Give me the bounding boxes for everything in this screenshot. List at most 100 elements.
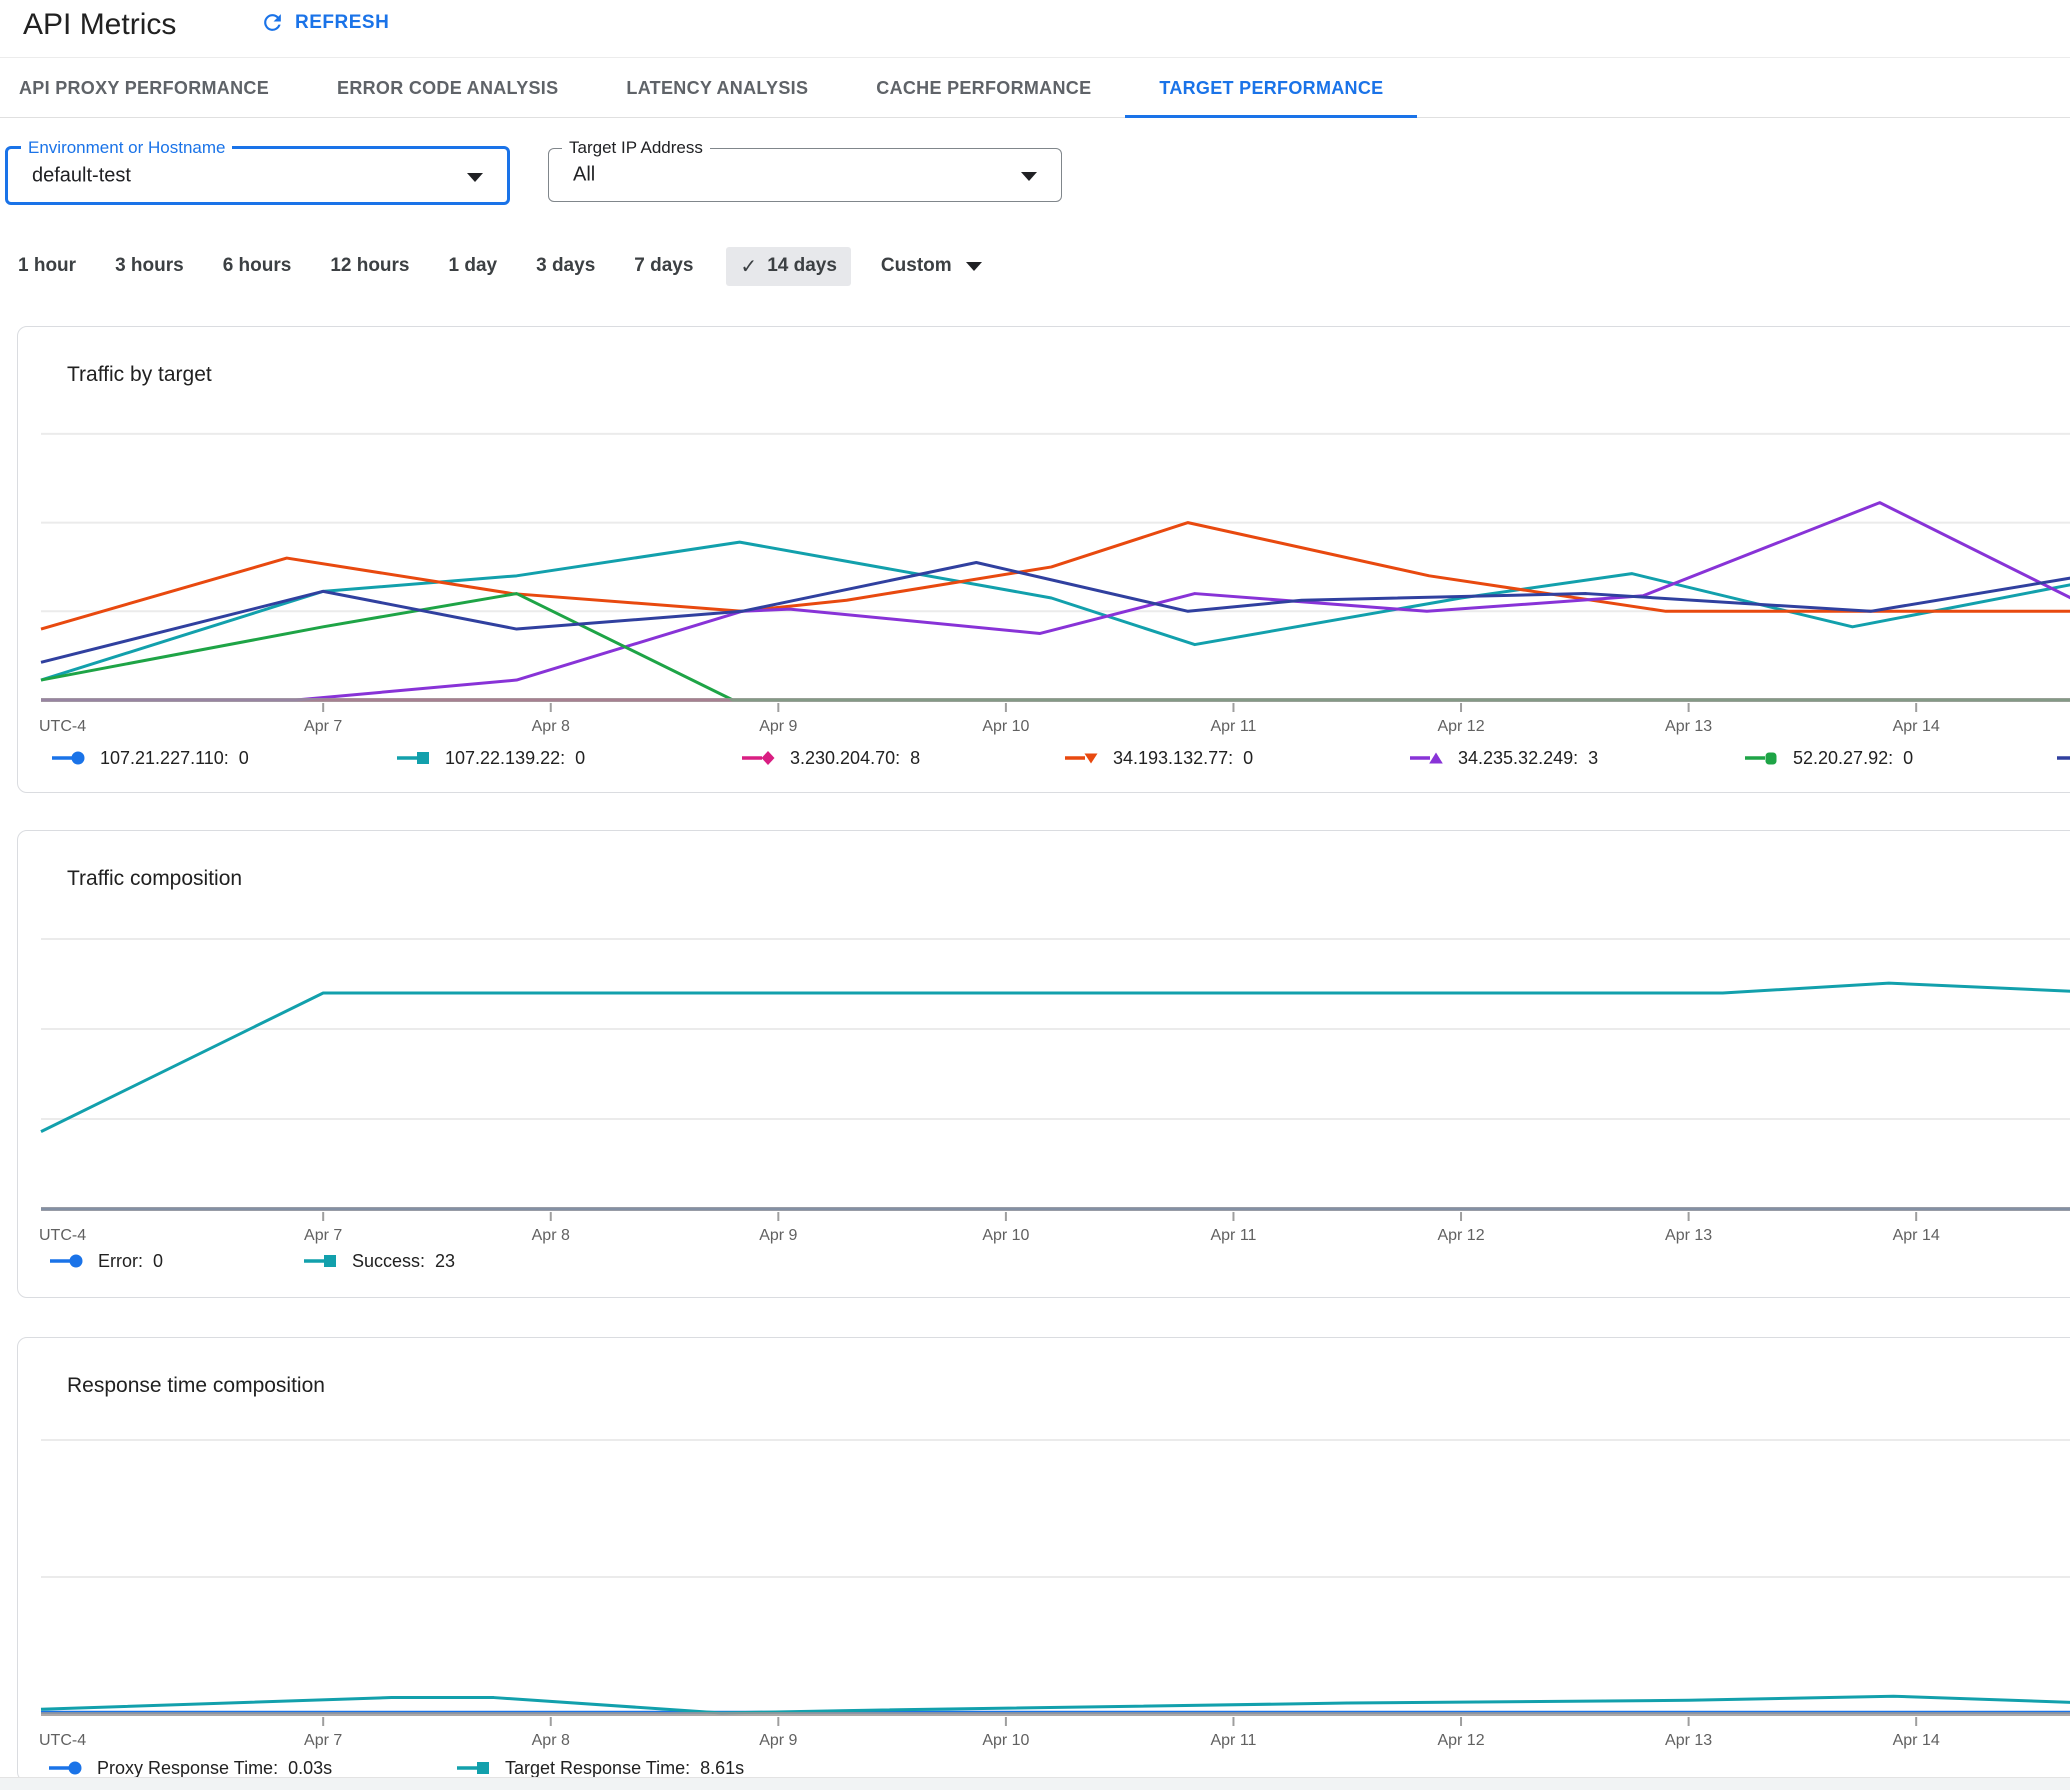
refresh-icon xyxy=(264,14,281,31)
svg-text:Apr 14: Apr 14 xyxy=(1893,718,1940,735)
svg-text:Apr 13: Apr 13 xyxy=(1665,1732,1712,1749)
environment-select-value: default-test xyxy=(32,164,131,186)
time-range-option-14-days[interactable]: ✓ 14 days xyxy=(726,246,851,286)
target-ip-select-label: Target IP Address xyxy=(562,138,710,158)
legend-marker-square-icon xyxy=(304,1255,336,1267)
svg-text:Apr 9: Apr 9 xyxy=(759,718,797,735)
legend-item: Success: 23 xyxy=(303,1249,455,1273)
filter-row: Environment or Hostname default-test Tar… xyxy=(0,118,2070,238)
legend-label: 34.235.32.249: 3 xyxy=(1458,747,1599,768)
time-range-option-12-hours[interactable]: 12 hours xyxy=(330,255,410,276)
traffic-composition-chart[interactable]: Apr 7 Apr 8 Apr 9 Apr 10 Apr 11 Apr 12 Apr 13 A… xyxy=(18,831,2070,1299)
svg-text:Apr 10: Apr 10 xyxy=(982,718,1029,735)
response-time-composition-card: Response time composition Apr 7 Apr 8 Apr … xyxy=(17,1337,2070,1782)
svg-text:Apr 8: Apr 8 xyxy=(532,1732,570,1749)
svg-text:Apr 14: Apr 14 xyxy=(1893,1732,1940,1749)
environment-select[interactable]: Environment or Hostname default-test xyxy=(5,138,510,205)
traffic-by-target-chart[interactable]: Apr 7 Apr 8 Apr 9 Apr 10 Apr 11 Apr 12 Apr 13 A… xyxy=(18,327,2070,794)
chart-title: Traffic by target xyxy=(67,363,212,386)
legend-marker-circle-icon xyxy=(50,1254,83,1268)
time-range-option-1-day[interactable]: 1 day xyxy=(448,255,498,276)
tab-cache-performance[interactable]: CACHE PERFORMANCE xyxy=(876,77,1092,98)
legend-item: 107.22.139.22: 0 xyxy=(396,746,585,770)
svg-text:Apr 7: Apr 7 xyxy=(304,1227,342,1244)
legend-label: 107.21.227.110: 0 xyxy=(100,747,249,768)
target-ip-select[interactable]: Target IP Address All xyxy=(548,138,1062,202)
tab-bar: API PROXY PERFORMANCE ERROR CODE ANALYSIS… xyxy=(0,57,2070,118)
chevron-down-icon xyxy=(1021,172,1037,181)
page-title: API Metrics xyxy=(23,8,177,41)
legend-marker-circle-icon xyxy=(49,1761,82,1775)
svg-text:Apr 12: Apr 12 xyxy=(1437,1227,1484,1244)
svg-text:Apr 13: Apr 13 xyxy=(1665,1227,1712,1244)
tab-target-performance[interactable]: TARGET PERFORMANCE xyxy=(1125,58,1418,118)
legend-label: Success: 23 xyxy=(352,1250,456,1271)
legend-item: 34.193.132.77: 0 xyxy=(1064,746,1253,770)
legend-marker-square-icon xyxy=(397,752,429,764)
svg-text:Apr 7: Apr 7 xyxy=(304,1732,342,1749)
legend-marker-triangle-down-icon xyxy=(1065,753,1098,764)
legend-marker-square-icon xyxy=(457,1762,489,1774)
svg-text:Apr 9: Apr 9 xyxy=(759,1227,797,1244)
svg-text:Apr 8: Apr 8 xyxy=(532,1227,570,1244)
legend-marker-rounded-square-icon xyxy=(1745,752,1777,765)
legend-label: Target Response Time: 8.61s xyxy=(505,1757,745,1778)
legend-label: Error: 0 xyxy=(98,1250,164,1271)
svg-text:UTC-4: UTC-4 xyxy=(39,1227,86,1244)
traffic-by-target-card: Traffic by target Apr 7 Apr 8 Apr 9 Apr 10 A… xyxy=(17,326,2070,793)
legend-label: 3.230.204.70: 8 xyxy=(790,747,921,768)
svg-text:Apr 10: Apr 10 xyxy=(982,1732,1029,1749)
legend-item: Target Response Time: 8.61s xyxy=(456,1756,744,1780)
refresh-label: REFRESH xyxy=(295,11,390,33)
check-icon: ✓ xyxy=(740,255,758,278)
time-range-option-7-days[interactable]: 7 days xyxy=(634,255,694,276)
chevron-down-icon xyxy=(467,172,483,182)
chart-title: Response time composition xyxy=(67,1374,325,1397)
legend-marker-triangle-up-icon xyxy=(1410,752,1443,764)
legend-marker-diamond-icon xyxy=(742,751,775,765)
horizontal-scrollbar[interactable] xyxy=(0,1777,2070,1790)
legend-label: 107.22.139.22: 0 xyxy=(445,747,586,768)
time-range-selector: 1 hour 3 hours 6 hours 12 hours 1 day 3 days 7… xyxy=(12,246,988,286)
svg-text:Apr 11: Apr 11 xyxy=(1210,1732,1256,1749)
legend-item: 52.20.27.92: 0 xyxy=(1744,746,1913,770)
tab-latency-analysis[interactable]: LATENCY ANALYSIS xyxy=(626,77,809,98)
svg-text:Apr 12: Apr 12 xyxy=(1437,1732,1484,1749)
legend-label: Proxy Response Time: 0.03s xyxy=(97,1757,333,1778)
legend-item: 107.21.227.110: 0 xyxy=(51,746,249,770)
legend-marker-circle-icon xyxy=(52,751,85,765)
refresh-button[interactable]: REFRESH xyxy=(260,10,389,35)
traffic-composition-card: Traffic composition Apr 7 Apr 8 Apr 9 Apr 1… xyxy=(17,830,2070,1298)
environment-select-label: Environment or Hostname xyxy=(21,138,233,158)
svg-text:UTC-4: UTC-4 xyxy=(39,1732,86,1749)
legend-item: 3.230.204.70: 8 xyxy=(741,746,920,770)
legend-item: Error: 0 xyxy=(49,1249,163,1273)
time-range-custom[interactable]: Custom xyxy=(875,248,988,284)
legend-item xyxy=(2056,746,2070,770)
svg-text:UTC-4: UTC-4 xyxy=(39,718,86,735)
chevron-down-icon xyxy=(965,261,982,271)
svg-text:Apr 10: Apr 10 xyxy=(982,1227,1029,1244)
time-range-option-6-hours[interactable]: 6 hours xyxy=(222,255,292,276)
svg-text:Apr 14: Apr 14 xyxy=(1893,1227,1940,1244)
tab-error-code-analysis[interactable]: ERROR CODE ANALYSIS xyxy=(337,77,559,98)
legend-item: 34.235.32.249: 3 xyxy=(1409,746,1598,770)
legend-label: 52.20.27.92: 0 xyxy=(1793,747,1914,768)
legend-label: 34.193.132.77: 0 xyxy=(1113,747,1254,768)
app-header: API Metrics REFRESH xyxy=(0,0,2070,57)
response-time-composition-chart[interactable]: Apr 7 Apr 8 Apr 9 Apr 10 Apr 11 Apr 12 Apr 13 A… xyxy=(18,1338,2070,1783)
legend-item: Proxy Response Time: 0.03s xyxy=(48,1756,332,1780)
target-ip-select-value: All xyxy=(573,163,596,186)
svg-text:Apr 9: Apr 9 xyxy=(759,1732,797,1749)
chart-title: Traffic composition xyxy=(67,867,243,890)
time-range-option-1-hour[interactable]: 1 hour xyxy=(18,255,77,276)
tab-api-proxy-performance[interactable]: API PROXY PERFORMANCE xyxy=(19,77,270,98)
svg-text:Apr 11: Apr 11 xyxy=(1210,718,1256,735)
svg-text:Apr 11: Apr 11 xyxy=(1210,1227,1256,1244)
time-range-option-3-days[interactable]: 3 days xyxy=(536,255,596,276)
legend-marker-none-icon xyxy=(2057,756,2070,760)
time-range-option-3-hours[interactable]: 3 hours xyxy=(115,255,184,276)
svg-text:Apr 7: Apr 7 xyxy=(304,718,342,735)
svg-text:Apr 12: Apr 12 xyxy=(1437,718,1484,735)
svg-text:Apr 13: Apr 13 xyxy=(1665,718,1712,735)
